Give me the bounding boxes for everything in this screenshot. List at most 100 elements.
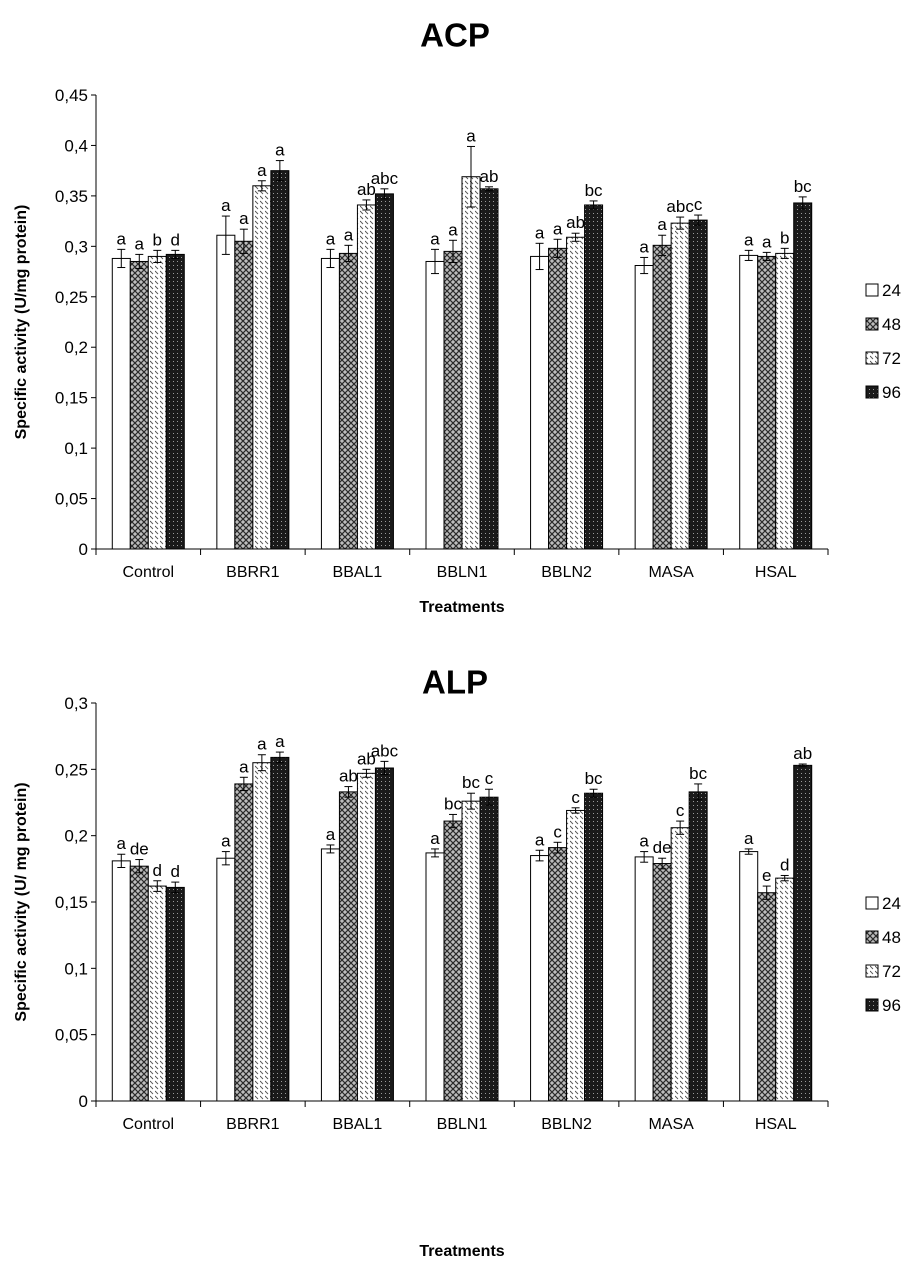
significance-label: ab — [357, 180, 376, 199]
y-tick-label: 0,2 — [64, 827, 88, 846]
bar-acp-bbln2-96 — [584, 204, 604, 550]
significance-label: c — [485, 769, 494, 788]
bar-alp-bbrr1-24 — [216, 857, 236, 1102]
significance-label: a — [344, 225, 354, 244]
x-tick-label: BBLN1 — [437, 1116, 488, 1133]
bar-acp-masa-24 — [634, 265, 654, 550]
bar-alp-bbln2-96 — [584, 792, 604, 1102]
significance-label: c — [553, 822, 562, 841]
significance-label: a — [221, 196, 231, 215]
bar-acp-bbal1-96 — [374, 193, 394, 550]
significance-label: abc — [666, 197, 694, 216]
bar-alp-bbrr1-48 — [234, 783, 254, 1102]
bar-alp-control-72 — [147, 885, 167, 1102]
bar-acp-bbrr1-24 — [216, 234, 236, 550]
bar-alp-bbal1-24 — [320, 848, 340, 1102]
bar-alp-masa-24 — [634, 856, 654, 1102]
x-tick-label: BBRR1 — [226, 1116, 279, 1133]
bar-alp-hsal-48 — [757, 892, 777, 1102]
significance-label: a — [430, 829, 440, 848]
bar-alp-bbln1-96 — [479, 796, 499, 1102]
significance-label: bc — [585, 769, 603, 788]
significance-label: a — [762, 232, 772, 251]
y-tick-label: 0,1 — [64, 959, 88, 978]
legend-swatch-24 — [865, 896, 879, 910]
legend-swatch-72 — [865, 964, 879, 978]
bar-alp-bbln1-48 — [443, 820, 463, 1102]
significance-label: a — [466, 126, 476, 145]
y-tick-label: 0,3 — [64, 237, 88, 256]
bar-acp-masa-48 — [652, 244, 672, 550]
significance-label: bc — [585, 181, 603, 200]
bar-alp-bbal1-72 — [356, 772, 376, 1102]
legend-label-48: 48 — [882, 315, 901, 334]
bar-alp-bbal1-96 — [374, 767, 394, 1102]
legend-label-72: 72 — [882, 962, 901, 981]
y-axis-label: Specific activity (U/ mg protein) — [13, 782, 30, 1021]
significance-label: c — [676, 801, 685, 820]
x-tick-label: BBAL1 — [333, 564, 383, 581]
significance-label: d — [780, 855, 789, 874]
bar-acp-bbln1-72 — [461, 176, 481, 550]
bar-acp-control-48 — [129, 260, 149, 550]
bar-alp-bbal1-48 — [338, 791, 358, 1102]
bar-alp-masa-96 — [688, 791, 708, 1102]
bar-acp-bbln1-24 — [425, 260, 445, 550]
bar-acp-bbln2-48 — [548, 247, 568, 550]
legend-label-24: 24 — [882, 281, 901, 300]
x-tick-label: Control — [122, 564, 174, 581]
x-axis-label: Treatments — [419, 1243, 504, 1260]
significance-label: abc — [371, 741, 399, 760]
legend-swatch-96 — [865, 998, 879, 1012]
y-tick-label: 0,25 — [55, 760, 88, 779]
significance-label: a — [257, 161, 267, 180]
bar-acp-bbln1-96 — [479, 188, 499, 550]
significance-label: ab — [339, 767, 358, 786]
bar-acp-bbrr1-72 — [252, 185, 272, 550]
significance-label: abc — [371, 169, 399, 188]
significance-label: a — [221, 832, 231, 851]
bar-acp-hsal-96 — [793, 202, 813, 550]
charts-layer: ACP 0 0,05 0,1 0,15 0,2 0,25 0,3 0,35 0,4 0,45 Cont… — [13, 17, 901, 1260]
y-tick-label: 0 — [79, 540, 88, 559]
bar-alp-bbln1-72 — [461, 800, 481, 1102]
x-tick-label: BBLN2 — [541, 1116, 592, 1133]
bar-acp-hsal-48 — [757, 255, 777, 550]
significance-label: ab — [566, 213, 585, 232]
legend-swatch-48 — [865, 930, 879, 944]
significance-label: a — [657, 215, 667, 234]
bar-acp-bbln2-24 — [530, 255, 550, 550]
legend-swatch-96 — [865, 385, 879, 399]
bar-acp-bbln2-72 — [566, 236, 586, 550]
bar-acp-masa-96 — [688, 219, 708, 550]
legend-label-48: 48 — [882, 928, 901, 947]
y-tick-label: 0,35 — [55, 187, 88, 206]
bar-acp-control-24 — [111, 257, 131, 550]
chart-0: ACP 0 0,05 0,1 0,15 0,2 0,25 0,3 0,35 0,4 0,45 Cont… — [13, 17, 901, 616]
significance-label: a — [135, 234, 145, 253]
bar-alp-control-48 — [129, 865, 149, 1102]
significance-label: a — [326, 229, 336, 248]
legend-label-96: 96 — [882, 996, 901, 1015]
y-tick-label: 0,05 — [55, 1026, 88, 1045]
legend-label-96: 96 — [882, 383, 901, 402]
significance-label: bc — [462, 773, 480, 792]
significance-label: d — [171, 230, 180, 249]
x-tick-label: BBLN2 — [541, 564, 592, 581]
significance-label: a — [535, 223, 545, 242]
significance-label: e — [762, 866, 771, 885]
significance-label: a — [535, 830, 545, 849]
significance-label: ab — [357, 749, 376, 768]
x-axis-label: Treatments — [419, 599, 504, 616]
chart-title: ALP — [422, 664, 488, 701]
significance-label: de — [653, 838, 672, 857]
bar-acp-bbal1-72 — [356, 204, 376, 550]
significance-label: a — [744, 230, 754, 249]
bar-acp-control-72 — [147, 255, 167, 550]
significance-label: c — [694, 195, 703, 214]
significance-label: d — [153, 861, 162, 880]
significance-label: a — [448, 220, 458, 239]
y-tick-label: 0,45 — [55, 86, 88, 105]
x-tick-label: HSAL — [755, 564, 797, 581]
bar-acp-bbln1-48 — [443, 250, 463, 550]
